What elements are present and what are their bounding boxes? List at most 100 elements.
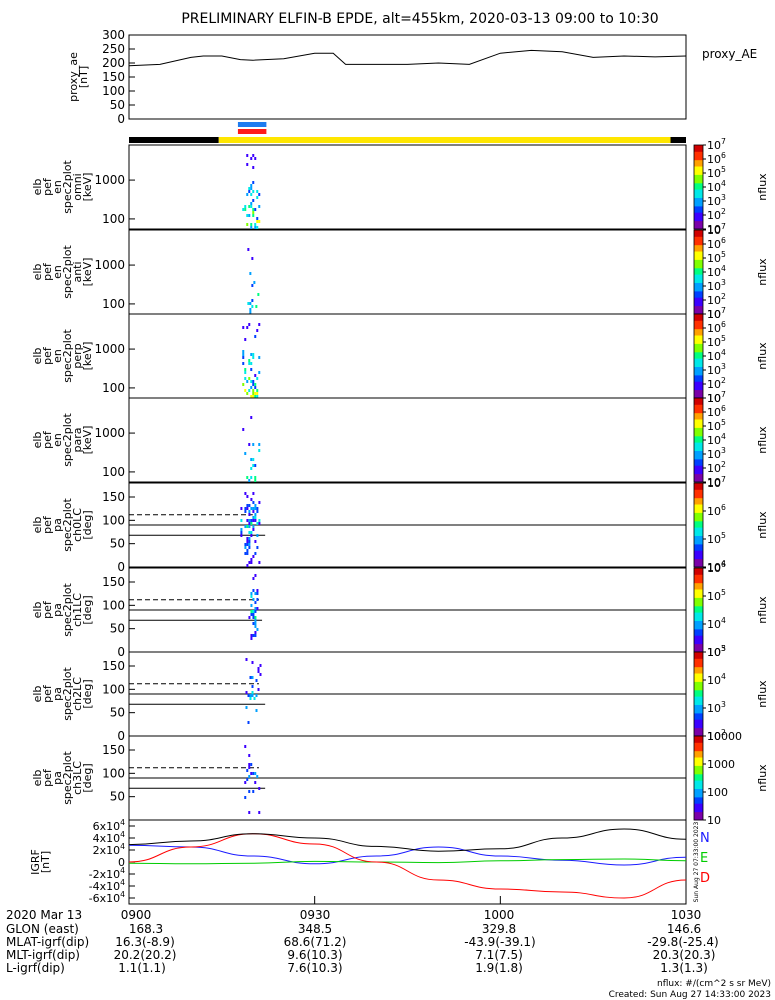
flux-cell xyxy=(250,610,253,613)
flux-cell xyxy=(250,613,253,616)
flux-cell xyxy=(252,613,255,616)
ylabel-line: pef xyxy=(41,768,54,787)
colorbar-cell xyxy=(694,736,703,739)
flux-cell xyxy=(257,670,260,673)
colorbar-cell xyxy=(694,155,703,159)
flux-cell xyxy=(252,555,255,558)
flux-cell xyxy=(248,763,251,766)
ae-ytick-label: 100 xyxy=(102,84,125,98)
colorbar-cell xyxy=(694,309,703,313)
flux-cell xyxy=(251,691,254,694)
colorbar-cell xyxy=(694,406,703,409)
flux-cell xyxy=(252,598,255,601)
colorbar-cell xyxy=(694,398,703,401)
colorbar-cell xyxy=(694,446,703,449)
flux-cell xyxy=(254,464,257,467)
colorbar-cell xyxy=(694,537,703,541)
colorbar-tick-label: 103 xyxy=(707,278,726,293)
colorbar-label-line: nflux xyxy=(756,680,769,708)
colorbar-cell xyxy=(694,497,703,501)
colorbar-cell xyxy=(694,368,703,372)
colorbar-label-line: nflux xyxy=(756,258,769,286)
flux-cell xyxy=(248,531,251,534)
colorbar-cell xyxy=(694,170,703,173)
colorbar-cell xyxy=(694,550,703,553)
tick-base: 10 xyxy=(707,167,721,180)
ylabel-line: spec2plot xyxy=(61,667,74,721)
flux-cell xyxy=(251,257,254,260)
mlt-1030: 20.3(20.3) xyxy=(653,948,716,962)
colorbar-cell xyxy=(694,582,703,586)
tick-exponent: 2 xyxy=(721,292,726,301)
flux-cell xyxy=(258,561,261,564)
flux-cell xyxy=(246,476,249,479)
flux-cell xyxy=(246,504,249,507)
flux-cell xyxy=(256,628,259,631)
colorbar-cell xyxy=(694,683,703,687)
colorbar-cell xyxy=(694,383,703,386)
mlt-0930: 9.6(10.3) xyxy=(287,948,342,962)
flux-cell xyxy=(254,208,257,211)
flux-cell xyxy=(258,193,261,196)
l-0900: 1.1(1.1) xyxy=(118,961,166,975)
colorbar-cell xyxy=(694,395,703,399)
colorbar-label-line: nflux xyxy=(756,511,769,539)
flux-cell xyxy=(240,507,243,510)
colorbar-cell xyxy=(694,452,703,456)
mlt-0900: 20.2(20.2) xyxy=(114,948,177,962)
tick-base: 10 xyxy=(707,392,721,405)
ylabel-line: para xyxy=(71,428,84,453)
l-1000: 1.9(1.8) xyxy=(475,961,523,975)
flux-cell xyxy=(244,377,247,380)
igrf-ytick-label: 4x104 xyxy=(93,830,126,845)
tick-exponent: 6 xyxy=(721,404,726,413)
flux-cell xyxy=(244,552,247,555)
ylabel-line: anti xyxy=(71,261,84,282)
tick-exponent: 7 xyxy=(721,390,726,399)
flux-cell xyxy=(248,522,251,525)
flux-cell xyxy=(246,552,249,555)
colorbar-tick-label: 107 xyxy=(707,306,726,321)
colorbar-cell xyxy=(694,218,703,222)
colorbar-cell xyxy=(694,595,703,598)
colorbar-cell xyxy=(694,589,703,592)
flux-cell xyxy=(250,772,253,775)
flux-cell xyxy=(256,329,259,332)
panel-elb_pef_en_spec2plot_anti: 1001000elbpefenspec2plotanti[keV]1010210… xyxy=(31,222,769,321)
colorbar-cell xyxy=(694,251,703,254)
ylabel-line: [deg] xyxy=(81,763,94,792)
ylabel-line: omni xyxy=(71,173,84,200)
tick-base: 10 xyxy=(707,646,721,659)
flux-cell xyxy=(252,622,255,625)
flag-blue xyxy=(237,122,267,127)
flux-cell xyxy=(246,392,249,395)
ylabel-line: perp xyxy=(71,343,84,368)
colorbar-label: nflux xyxy=(756,258,769,286)
ae-ytick-label: 250 xyxy=(102,42,125,56)
colorbar-cell xyxy=(694,444,703,447)
colorbar-cell xyxy=(694,794,703,798)
colorbar-cell xyxy=(694,552,703,555)
orbit-row-label-mlt: MLT-igrf(dip) xyxy=(6,948,80,962)
flux-cell xyxy=(256,775,259,778)
flux-cell xyxy=(248,525,251,528)
colorbar-cell xyxy=(694,706,703,710)
tick-exponent: 6 xyxy=(721,560,726,569)
tick-exponent: 3 xyxy=(721,193,726,202)
colorbar-cell xyxy=(694,320,703,323)
colorbar-cell xyxy=(694,276,703,279)
colorbar-tick-label: 102 xyxy=(707,207,726,222)
colorbar-cell xyxy=(694,305,703,309)
colorbar-cell xyxy=(694,166,703,169)
colorbar-cell xyxy=(694,465,703,468)
tick-base: 10 xyxy=(707,674,721,687)
colorbar-cell xyxy=(694,414,703,418)
colorbar-cell xyxy=(694,356,703,359)
flux-cell xyxy=(252,154,255,157)
colorbar-tick-label: 106 xyxy=(707,320,726,335)
colorbar-cell xyxy=(694,423,703,426)
colorbar-cell xyxy=(694,230,703,233)
colorbar-cell xyxy=(694,290,703,294)
colorbar-cell xyxy=(694,668,703,672)
orbit-row-label-mlat: MLAT-igrf(dip) xyxy=(6,935,89,949)
